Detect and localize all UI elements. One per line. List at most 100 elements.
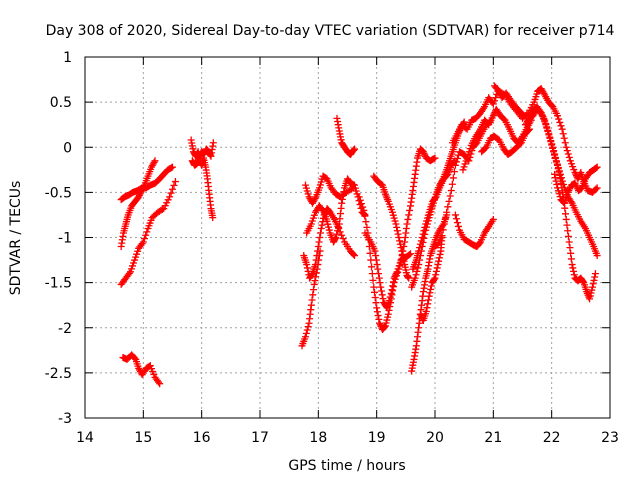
data-point-marker xyxy=(338,195,346,203)
data-point-marker xyxy=(317,224,325,232)
data-point-marker xyxy=(351,145,358,153)
data-point-marker xyxy=(439,226,447,234)
data-point-marker xyxy=(311,277,319,285)
data-point-marker xyxy=(412,271,420,279)
data-point-marker xyxy=(589,280,597,288)
y-axis-label: SDTVAR / TECUs xyxy=(8,181,24,296)
data-point-marker xyxy=(377,287,385,295)
data-point-marker xyxy=(549,144,557,152)
series-p9 xyxy=(302,172,357,207)
data-point-marker xyxy=(393,223,401,231)
data-point-marker xyxy=(302,333,309,341)
data-point-marker xyxy=(209,214,217,222)
data-point-marker xyxy=(394,230,402,238)
x-tick-label: 19 xyxy=(368,430,386,446)
data-point-marker xyxy=(405,211,413,219)
y-tick-label: -1 xyxy=(58,231,72,247)
data-point-marker xyxy=(416,244,424,252)
series-p28 xyxy=(551,163,601,207)
data-point-marker xyxy=(563,147,571,155)
data-point-marker xyxy=(419,148,427,156)
data-point-marker xyxy=(562,210,570,218)
data-point-marker xyxy=(452,215,460,223)
chart-title: Day 308 of 2020, Sidereal Day-to-day VTE… xyxy=(46,23,615,39)
data-point-marker xyxy=(552,158,560,166)
series-p2 xyxy=(117,157,159,251)
data-point-marker xyxy=(397,256,405,264)
data-point-marker xyxy=(555,115,563,123)
data-point-marker xyxy=(167,189,175,197)
series-p3 xyxy=(117,163,176,204)
data-point-marker xyxy=(555,168,563,176)
data-point-marker xyxy=(551,155,559,163)
series-p14 xyxy=(370,172,413,282)
data-point-marker xyxy=(567,198,575,206)
y-tick-label: -0.5 xyxy=(45,185,72,201)
data-point-marker xyxy=(158,206,166,214)
data-point-marker xyxy=(567,255,575,263)
data-point-marker xyxy=(435,257,443,265)
data-point-marker xyxy=(372,256,380,264)
data-point-marker xyxy=(314,243,322,251)
data-point-marker xyxy=(591,270,599,278)
data-point-marker xyxy=(434,261,442,269)
data-point-marker xyxy=(374,312,382,320)
x-axis-label: GPS time / hours xyxy=(288,458,405,474)
series-p6 xyxy=(188,139,217,169)
data-point-marker xyxy=(387,289,395,297)
data-point-marker xyxy=(376,321,384,329)
series-p21 xyxy=(451,211,497,251)
data-point-marker xyxy=(570,271,578,279)
data-point-marker xyxy=(546,134,554,142)
data-point-marker xyxy=(361,212,369,220)
data-point-marker xyxy=(392,269,400,277)
data-point-marker xyxy=(589,283,596,291)
data-point-marker xyxy=(166,193,174,201)
data-point-marker xyxy=(432,267,440,275)
data-point-marker xyxy=(445,197,453,205)
y-tick-label: 0.5 xyxy=(50,95,72,111)
data-point-marker xyxy=(568,261,576,269)
data-point-marker xyxy=(579,277,587,285)
data-point-marker xyxy=(318,221,326,229)
data-point-marker xyxy=(141,235,148,243)
data-point-marker xyxy=(309,291,317,299)
data-point-marker xyxy=(557,179,565,187)
data-point-marker xyxy=(542,121,550,129)
data-point-marker xyxy=(564,150,572,158)
data-point-marker xyxy=(592,164,600,172)
data-point-marker xyxy=(446,192,454,200)
data-point-marker xyxy=(425,292,433,300)
data-point-marker xyxy=(447,187,455,195)
y-tick-label: -1.5 xyxy=(45,276,72,292)
data-point-marker xyxy=(304,323,312,331)
data-point-marker xyxy=(440,220,448,228)
data-point-marker xyxy=(489,112,497,120)
data-point-marker xyxy=(593,184,601,192)
data-point-marker xyxy=(423,304,431,312)
data-point-marker xyxy=(553,180,561,188)
data-point-marker xyxy=(524,126,532,134)
data-point-marker xyxy=(489,100,497,108)
data-point-marker xyxy=(351,252,358,260)
data-point-marker xyxy=(375,315,383,323)
y-tick-label: 1 xyxy=(63,50,72,66)
data-point-marker xyxy=(334,223,342,231)
data-point-marker xyxy=(557,122,565,130)
x-tick-label: 20 xyxy=(426,430,444,446)
data-point-marker xyxy=(549,148,557,156)
data-point-marker xyxy=(375,270,383,278)
data-point-marker xyxy=(308,296,316,304)
series-p25 xyxy=(491,82,601,196)
data-point-marker xyxy=(432,271,440,279)
data-point-marker xyxy=(171,178,179,186)
y-tick-label: -3 xyxy=(58,411,72,427)
data-point-marker xyxy=(340,188,348,196)
data-point-marker xyxy=(369,276,377,284)
data-point-marker xyxy=(156,380,164,388)
data-point-marker xyxy=(413,267,421,275)
data-point-marker xyxy=(366,249,374,257)
data-point-marker xyxy=(376,279,384,287)
data-point-marker xyxy=(135,191,143,199)
x-tick-label: 22 xyxy=(543,430,561,446)
